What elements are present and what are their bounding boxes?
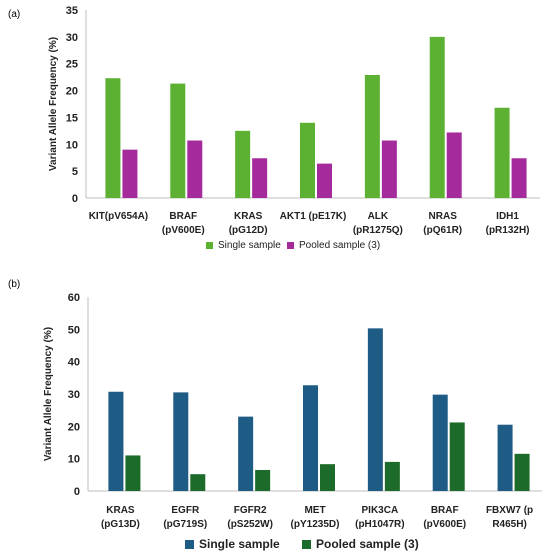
- panel-b-category-label: BRAF: [431, 505, 459, 516]
- panel-a-bar-pooled: [122, 149, 138, 198]
- panel-b-bar-single: [497, 424, 513, 491]
- panel-b-legend-label: Pooled sample (3): [316, 537, 419, 551]
- panel-a-category-label: AKT1 (pE17K): [280, 211, 347, 222]
- panel-a-y-tick-label: 25: [66, 59, 78, 71]
- panel-b-bar-single: [432, 394, 448, 491]
- panel-a-category-label: KRAS: [234, 211, 263, 222]
- panel-a-category-label: BRAF: [169, 211, 197, 222]
- panel-b-bar-pooled: [384, 461, 400, 491]
- panel-b-y-tick-label: 0: [74, 486, 80, 498]
- panel-b-y-tick-label: 50: [68, 324, 80, 336]
- panel-a-bar-pooled: [187, 140, 203, 198]
- panel-b-bar-pooled: [190, 474, 206, 491]
- panel-a-legend-label: Single sample: [218, 240, 281, 251]
- panel-b-category-label: R465H): [492, 519, 526, 530]
- panel-a-legend-label: Pooled sample (3): [299, 240, 380, 251]
- panel-a-category-label: (pV600E): [162, 225, 205, 236]
- panel-b-bar-pooled: [320, 464, 335, 491]
- panel-a-bar-single: [429, 36, 445, 198]
- panel-b-category-label: (pH1047R): [355, 519, 404, 530]
- panel-b-category-label: MET: [304, 505, 325, 516]
- panel-a-category-label: NRAS: [429, 211, 458, 222]
- panel-a-bar-pooled: [252, 158, 268, 198]
- panel-b-bar-pooled: [514, 453, 530, 491]
- panel-b-bar-single: [108, 391, 124, 491]
- panel-a-legend-swatch: [206, 242, 213, 249]
- panel-a-category-label: (pG12D): [229, 225, 268, 236]
- panel-b-bar-pooled: [125, 455, 141, 491]
- panel-a-y-tick-label: 5: [72, 166, 78, 178]
- panel-b-bar-single: [303, 385, 318, 491]
- panel-b-legend-label: Single sample: [199, 537, 280, 551]
- panel-a-category-label: (pR132H): [486, 225, 530, 236]
- panel-a-bar-single: [364, 74, 380, 198]
- panel-b-bar-single: [238, 416, 254, 491]
- panel-a-y-tick-label: 30: [66, 32, 78, 44]
- panel-a-category-label: ALK: [368, 211, 389, 222]
- panel-a-bar-single: [300, 122, 315, 198]
- panel-b-category-label: KRAS: [106, 505, 135, 516]
- panel-b-category-label: (pG13D): [101, 519, 140, 530]
- panel-b-category-label: (pY1235D): [291, 519, 340, 530]
- panel-a-bar-pooled: [381, 140, 397, 198]
- panel-a-y-tick-label: 35: [66, 5, 78, 17]
- panel-a-category-label: (pR1275Q): [353, 225, 403, 236]
- panel-b-label: (b): [8, 279, 21, 290]
- panel-a-bar-pooled: [317, 163, 332, 198]
- panel-b-y-tick-label: 40: [68, 357, 80, 369]
- panel-b-category-label: PIK3CA: [362, 505, 399, 516]
- panel-a-bar-single: [105, 78, 121, 198]
- panel-b-category-label: EGFR: [171, 505, 200, 516]
- panel-a-y-tick-label: 15: [66, 112, 78, 124]
- panel-b-bar-single: [367, 328, 383, 491]
- panel-b-y-tick-label: 20: [68, 421, 80, 433]
- panel-b-category-label: (pG719S): [163, 519, 207, 530]
- panel-b-bar-pooled: [449, 422, 465, 491]
- panel-b-bar-pooled: [255, 469, 271, 491]
- panel-b-category-label: (pS252W): [227, 519, 273, 530]
- panel-a-bar-single: [494, 107, 510, 198]
- panel-b-category-label: (pV600E): [423, 519, 466, 530]
- panel-a-y-axis-label: Variant Allele Frequency (%): [48, 37, 59, 171]
- panel-a-category-label: (pQ61R): [423, 225, 462, 236]
- panel-b-bar-single: [173, 392, 189, 491]
- panel-a-legend-swatch: [287, 242, 294, 249]
- panel-b-y-axis-label: Variant Allele Frequency (%): [43, 327, 54, 461]
- panel-b-legend-swatch: [185, 540, 194, 549]
- panel-b-y-tick-label: 30: [68, 389, 80, 401]
- panel-a-bar-single: [170, 83, 186, 198]
- panel-a-y-tick-label: 10: [66, 139, 78, 151]
- panel-b-y-tick-label: 10: [68, 454, 80, 466]
- panel-b-category-label: FGFR2: [234, 505, 267, 516]
- panel-b-y-tick-label: 60: [68, 292, 80, 304]
- panel-a-category-label: KIT(pV654A): [89, 211, 148, 222]
- panel-b-legend-swatch: [302, 540, 311, 549]
- panel-a-bar-pooled: [511, 158, 527, 198]
- panel-a-bar-single: [235, 130, 251, 198]
- panel-a-y-tick-label: 20: [66, 86, 78, 98]
- panel-a-bar-pooled: [446, 132, 462, 198]
- panel-a-label: (a): [8, 9, 21, 20]
- panel-a-category-label: IDH1: [496, 211, 519, 222]
- panel-a-y-tick-label: 0: [72, 193, 78, 205]
- panel-b-category-label: FBXW7 (p: [486, 505, 533, 516]
